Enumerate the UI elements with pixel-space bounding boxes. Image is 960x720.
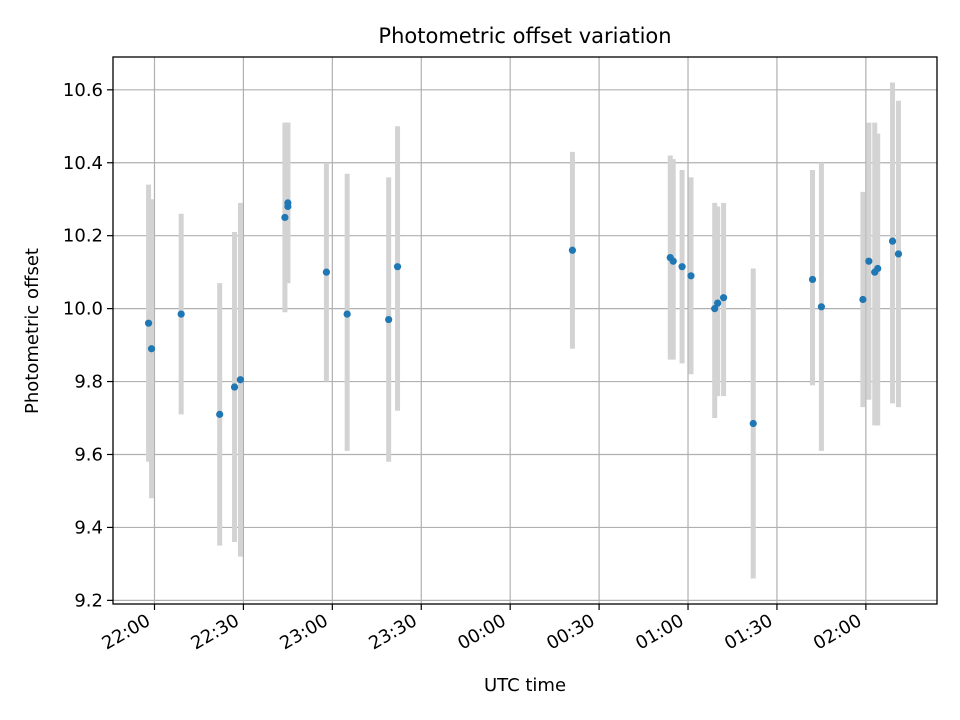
data-point <box>711 305 719 313</box>
data-point <box>568 246 577 254</box>
x-tick-label: 01:30 <box>721 610 776 654</box>
x-tick-label: 22:30 <box>187 610 242 654</box>
grid <box>113 57 937 604</box>
y-tick-label: 10.6 <box>63 80 103 101</box>
data-point <box>343 310 351 318</box>
data-point <box>284 199 292 207</box>
data-point <box>393 263 402 271</box>
x-tick-label: 01:00 <box>632 610 687 654</box>
y-tick-label: 9.6 <box>74 444 103 465</box>
data-point <box>859 295 867 304</box>
data-point <box>144 319 153 327</box>
data-point <box>894 250 903 258</box>
plot-frame <box>112 56 938 605</box>
data-point <box>147 345 156 353</box>
data-point <box>385 315 393 324</box>
x-tick-label: 22:00 <box>99 610 154 654</box>
x-tick-label: 02:00 <box>810 610 865 654</box>
data-point <box>687 272 695 280</box>
data-point <box>236 376 245 384</box>
data-point <box>216 410 224 418</box>
y-tick-label: 9.4 <box>74 517 103 538</box>
y-tick-label: 10.4 <box>63 153 103 174</box>
data-point <box>865 257 873 265</box>
x-tick-label: 00:00 <box>454 610 509 654</box>
data-point <box>749 419 757 428</box>
data-point <box>230 383 239 391</box>
x-tick-label: 00:30 <box>543 610 598 654</box>
data-point <box>177 310 185 318</box>
y-tick-label: 10.2 <box>63 226 103 247</box>
x-axis-label: UTC time <box>484 675 566 696</box>
data-point <box>808 275 817 284</box>
y-tick-label: 10.0 <box>63 299 103 320</box>
data-point <box>281 213 289 222</box>
data-point <box>874 264 882 273</box>
errorbars <box>146 82 901 579</box>
data-point <box>714 299 722 307</box>
x-tick-label: 23:30 <box>365 610 420 654</box>
data-point <box>817 303 826 311</box>
data-point <box>888 237 897 245</box>
y-tick-label: 9.8 <box>74 372 103 393</box>
data-point <box>678 263 686 271</box>
y-tick-label: 9.2 <box>74 590 103 611</box>
data-point <box>669 257 677 265</box>
data-points <box>144 199 903 428</box>
data-point <box>322 268 331 276</box>
y-axis-label: Photometric offset <box>22 248 43 414</box>
data-point <box>719 294 728 302</box>
x-tick-label: 23:00 <box>276 610 331 654</box>
chart-title: Photometric offset variation <box>378 24 671 48</box>
